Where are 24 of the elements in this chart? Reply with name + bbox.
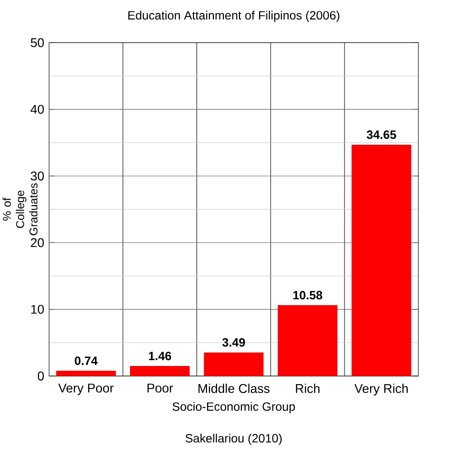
y-tick-label: 10 xyxy=(31,304,44,314)
bar xyxy=(278,305,338,376)
y-axis-title: % of College Graduates xyxy=(2,183,38,236)
y-tick-label: 50 xyxy=(30,38,44,48)
data-label: 34.65 xyxy=(366,130,396,139)
x-tick-label: Very Poor xyxy=(58,384,114,396)
x-tick-label: Very Rich xyxy=(354,384,408,396)
x-tick-label: Poor xyxy=(148,384,174,393)
y-tick-label: 30 xyxy=(30,172,44,180)
bar xyxy=(204,352,264,376)
data-label: 0.74 xyxy=(74,356,98,366)
data-label: 3.49 xyxy=(222,338,245,347)
chart-title: Education Attainment of Filipinos (2006) xyxy=(128,10,340,22)
y-tick-label: 20 xyxy=(30,238,44,248)
bar xyxy=(130,366,190,376)
data-label: 10.58 xyxy=(293,290,322,300)
y-tick-label: 40 xyxy=(30,104,44,114)
y-tick-label: 0 xyxy=(38,372,44,380)
x-tick-label: Rich xyxy=(296,384,320,394)
text: Sakellariou (2010) xyxy=(186,434,282,445)
data-label: 1.46 xyxy=(148,352,172,360)
bar xyxy=(352,144,412,376)
x-axis-title: Socio-Economic Group xyxy=(172,402,295,414)
x-tick-label: Middle Class xyxy=(198,384,270,394)
